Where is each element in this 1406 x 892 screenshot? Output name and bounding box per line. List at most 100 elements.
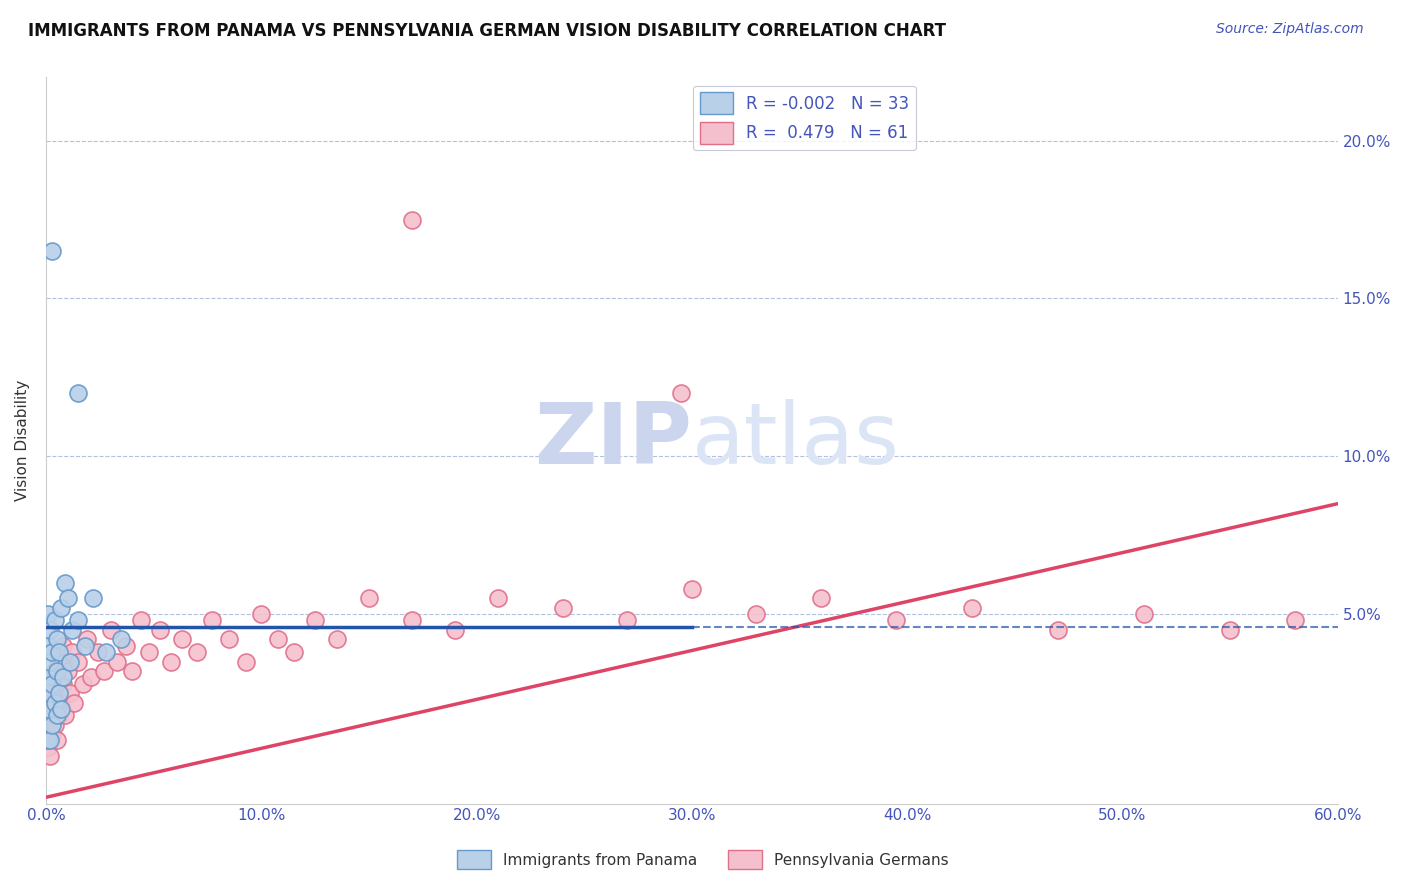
Point (44, 717, 66, 731)
Point (39, 623, 62, 637)
Point (149, 623, 172, 637)
Text: ZIP: ZIP (534, 399, 692, 482)
Point (110, 632, 132, 647)
Point (67, 655, 90, 669)
Point (56, 591, 79, 606)
Point (357, 591, 380, 606)
Point (41, 676, 63, 690)
Point (67, 614, 90, 628)
Point (49, 702, 72, 716)
Point (37, 670, 59, 684)
Point (60, 623, 83, 637)
Point (401, 614, 423, 628)
Point (267, 632, 290, 647)
Point (53, 708, 76, 723)
Point (105, 655, 128, 669)
Legend: R = -0.002   N = 33, R =  0.479   N = 61: R = -0.002 N = 33, R = 0.479 N = 61 (693, 86, 917, 150)
Point (63, 696, 86, 710)
Point (201, 614, 224, 628)
Point (160, 655, 183, 669)
Point (283, 645, 305, 659)
Point (76, 632, 98, 647)
Point (52, 676, 75, 690)
Point (44, 664, 66, 678)
Point (669, 386, 692, 401)
Text: atlas: atlas (692, 399, 900, 482)
Point (39, 749, 62, 764)
Point (1284, 614, 1306, 628)
Point (86, 645, 108, 659)
Point (41, 676, 63, 690)
Point (48, 708, 70, 723)
Point (48, 645, 70, 659)
Point (45, 664, 67, 678)
Point (235, 655, 257, 669)
Point (39, 733, 62, 747)
Point (1219, 623, 1241, 637)
Point (745, 607, 768, 622)
Point (616, 614, 638, 628)
Point (37, 739, 59, 754)
Point (48, 686, 70, 700)
Point (72, 676, 94, 690)
Point (444, 623, 467, 637)
Point (37, 708, 59, 723)
Point (114, 639, 136, 653)
Point (37, 639, 59, 653)
Point (53, 575, 76, 590)
Point (1046, 623, 1069, 637)
Point (304, 614, 326, 628)
Point (52, 670, 75, 684)
Point (250, 607, 273, 622)
Point (67, 386, 90, 401)
Point (39, 696, 62, 710)
Point (41, 727, 63, 741)
Point (49, 696, 72, 710)
Point (960, 600, 983, 615)
Point (44, 614, 66, 628)
Point (886, 614, 908, 628)
Point (59, 655, 82, 669)
Point (138, 645, 160, 659)
Point (810, 591, 832, 606)
Point (45, 708, 67, 723)
Point (121, 664, 143, 678)
Point (52, 639, 75, 653)
Point (186, 645, 208, 659)
Point (48, 655, 70, 669)
Point (551, 600, 574, 615)
Point (60, 645, 83, 659)
Point (45, 632, 67, 647)
Point (41, 717, 63, 731)
Point (39, 686, 62, 700)
Point (170, 632, 193, 647)
Point (37, 702, 59, 716)
Point (325, 632, 347, 647)
Point (96, 645, 118, 659)
Text: IMMIGRANTS FROM PANAMA VS PENNSYLVANIA GERMAN VISION DISABILITY CORRELATION CHAR: IMMIGRANTS FROM PANAMA VS PENNSYLVANIA G… (28, 22, 946, 40)
Point (82, 591, 104, 606)
Point (56, 664, 79, 678)
Point (45, 686, 67, 700)
Point (80, 670, 103, 684)
Text: Source: ZipAtlas.com: Source: ZipAtlas.com (1216, 22, 1364, 37)
Point (1133, 607, 1156, 622)
Point (486, 591, 509, 606)
Point (100, 623, 122, 637)
Point (44, 696, 66, 710)
Legend: Immigrants from Panama, Pennsylvania Germans: Immigrants from Panama, Pennsylvania Ger… (451, 844, 955, 875)
Point (39, 655, 62, 669)
Point (59, 686, 82, 700)
Point (37, 607, 59, 622)
Point (45, 733, 67, 747)
Point (401, 212, 423, 227)
Point (41, 645, 63, 659)
Y-axis label: Vision Disability: Vision Disability (15, 380, 30, 501)
Point (49, 600, 72, 615)
Point (93, 664, 115, 678)
Point (73, 639, 96, 653)
Point (41, 244, 63, 258)
Point (129, 614, 152, 628)
Point (37, 733, 59, 747)
Point (218, 632, 240, 647)
